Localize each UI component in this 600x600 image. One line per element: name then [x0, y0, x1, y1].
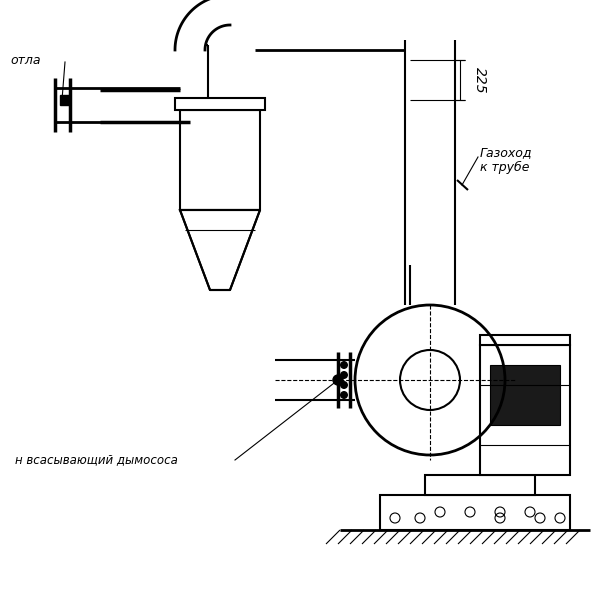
Text: Газоход
к трубе: Газоход к трубе	[480, 146, 533, 174]
Text: н всасывающий дымососа: н всасывающий дымососа	[15, 454, 178, 467]
Polygon shape	[180, 210, 260, 290]
Circle shape	[340, 371, 348, 379]
Bar	[425, 475, 535, 495]
Text: 225: 225	[473, 67, 487, 94]
Circle shape	[340, 381, 348, 389]
Circle shape	[340, 391, 348, 399]
Text: отла: отла	[10, 53, 41, 67]
Bar	[60, 95, 70, 105]
Bar	[175, 98, 265, 110]
Circle shape	[340, 361, 348, 369]
Bar	[490, 365, 560, 425]
Bar	[480, 335, 570, 345]
Bar	[380, 495, 570, 530]
Circle shape	[333, 375, 343, 385]
Bar	[480, 345, 570, 475]
Bar	[180, 110, 260, 210]
